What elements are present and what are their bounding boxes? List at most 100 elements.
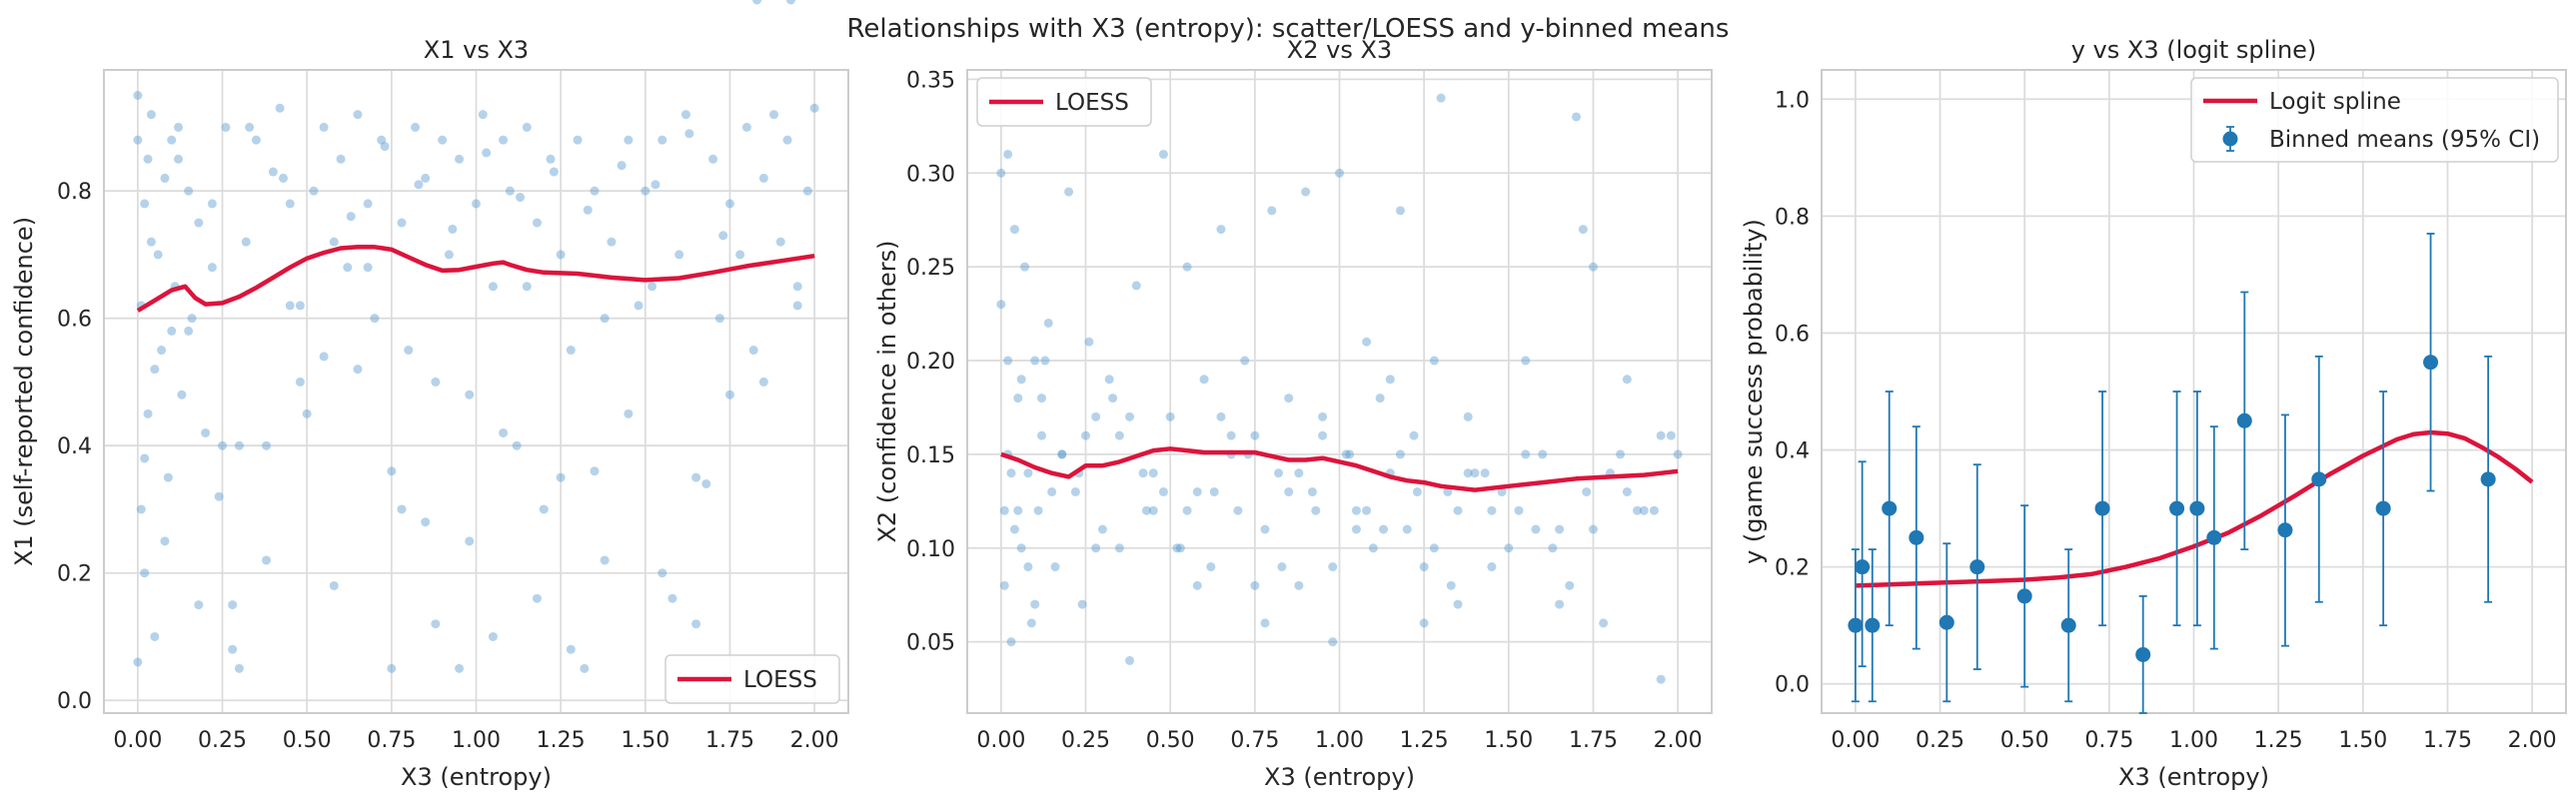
scatter-point — [444, 250, 454, 260]
scatter-point — [465, 536, 475, 546]
x-tick-label: 0.50 — [283, 728, 332, 753]
scatter-point — [1047, 486, 1057, 496]
figure-suptitle: Relationships with X3 (entropy): scatter… — [847, 14, 1730, 44]
scatter-point — [684, 129, 694, 139]
scatter-point — [133, 657, 143, 667]
scatter-point — [573, 135, 583, 145]
scatter-point — [1599, 618, 1609, 628]
scatter-point — [309, 186, 319, 196]
panel-x2-vs-x3: 0.00 0.25 0.50 0.75 1.00 1.25 1.50 1.75 2.00 0.05… — [873, 36, 1713, 791]
legend-binned-marker — [2222, 131, 2238, 147]
x-tick-label: 1.50 — [621, 728, 669, 753]
scatter-point — [657, 568, 667, 578]
scatter-point — [691, 472, 701, 482]
scatter-point — [177, 390, 187, 400]
y-tick-label: 0.6 — [57, 308, 92, 333]
scatter-point — [549, 167, 559, 177]
scatter-point — [1385, 375, 1395, 385]
x-tick-label: 0.00 — [113, 728, 162, 753]
scatter-point — [1307, 486, 1317, 496]
scatter-point — [532, 593, 542, 603]
scatter-point — [1020, 262, 1030, 272]
scatter-point — [1182, 505, 1192, 515]
scatter-point — [1040, 356, 1050, 366]
x-tick-label: 1.75 — [2423, 728, 2472, 753]
y-axis-label: y (game success probability) — [1740, 219, 1768, 564]
scatter-point — [641, 186, 650, 196]
scatter-point — [1006, 637, 1016, 647]
scatter-point — [1318, 411, 1328, 421]
scatter-point — [431, 619, 441, 629]
scatter-point — [343, 263, 353, 273]
scatter-point — [163, 472, 173, 482]
scatter-point — [1419, 562, 1429, 572]
legend-box — [976, 77, 1152, 127]
scatter-point — [532, 218, 542, 228]
scatter-point — [516, 193, 526, 203]
scatter-point — [1013, 394, 1023, 404]
scatter-point — [482, 148, 492, 158]
scatter-point — [617, 161, 627, 171]
scatter-point — [748, 346, 758, 356]
scatter-point — [1172, 543, 1182, 553]
y-tick-label: 0.20 — [906, 350, 955, 375]
scatter-point — [1016, 543, 1026, 553]
scatter-point — [411, 122, 421, 132]
scatter-point — [1030, 599, 1040, 609]
scatter-point — [1487, 562, 1497, 572]
y-tick-label: 0.35 — [906, 68, 955, 93]
scatter-point — [397, 504, 407, 514]
scatter-point — [285, 301, 295, 311]
scatter-point — [1419, 618, 1429, 628]
scatter-point — [1250, 430, 1260, 440]
scatter-point — [769, 110, 778, 120]
scatter-point — [1260, 524, 1270, 534]
scatter-point — [785, 0, 795, 5]
x-tick-label: 0.25 — [1916, 728, 1964, 753]
scatter-point — [590, 186, 600, 196]
scatter-point — [387, 663, 397, 673]
scatter-point — [1131, 281, 1141, 291]
scatter-point — [1148, 505, 1158, 515]
scatter-point — [241, 237, 251, 247]
scatter-point — [363, 199, 373, 209]
scatter-point — [1125, 655, 1135, 665]
scatter-point — [1480, 468, 1490, 478]
scatter-point — [1033, 505, 1043, 515]
scatter-point — [146, 110, 156, 120]
scatter-point — [999, 505, 1009, 515]
scatter-point — [150, 631, 160, 641]
scatter-point — [624, 135, 634, 145]
scatter-point — [701, 478, 711, 488]
scatter-point — [167, 135, 177, 145]
binned-mean-point — [1848, 617, 1864, 633]
scatter-point — [1446, 580, 1456, 590]
scatter-point — [718, 231, 728, 241]
legend-binned-label: Binned means (95% CI) — [2269, 127, 2540, 153]
scatter-point — [1673, 449, 1683, 459]
scatter-point — [136, 504, 146, 514]
scatter-point — [674, 250, 684, 260]
legend-spline-label: Logit spline — [2269, 89, 2401, 115]
scatter-point — [1588, 524, 1598, 534]
scatter-point — [792, 282, 802, 292]
scatter-point — [302, 408, 312, 418]
binned-mean-point — [1938, 614, 1954, 630]
legend-loess-label: LOESS — [743, 667, 817, 693]
x-axis-label: X3 (entropy) — [1264, 763, 1415, 791]
scatter-point — [465, 390, 475, 400]
scatter-point — [539, 504, 549, 514]
scatter-point — [1328, 637, 1338, 647]
y-tick-label: 0.0 — [57, 689, 92, 714]
scatter-point — [1091, 411, 1101, 421]
scatter-point — [1649, 505, 1659, 515]
scatter-point — [1084, 337, 1094, 347]
scatter-point — [336, 154, 346, 164]
scatter-point — [1277, 562, 1287, 572]
loess-curve — [1000, 446, 1679, 492]
scatter-point — [431, 377, 441, 387]
x-tick-label: 1.50 — [2338, 728, 2387, 753]
y-tick-label: 0.15 — [906, 443, 955, 468]
scatter-point — [505, 186, 515, 196]
scatter-point — [1443, 486, 1453, 496]
